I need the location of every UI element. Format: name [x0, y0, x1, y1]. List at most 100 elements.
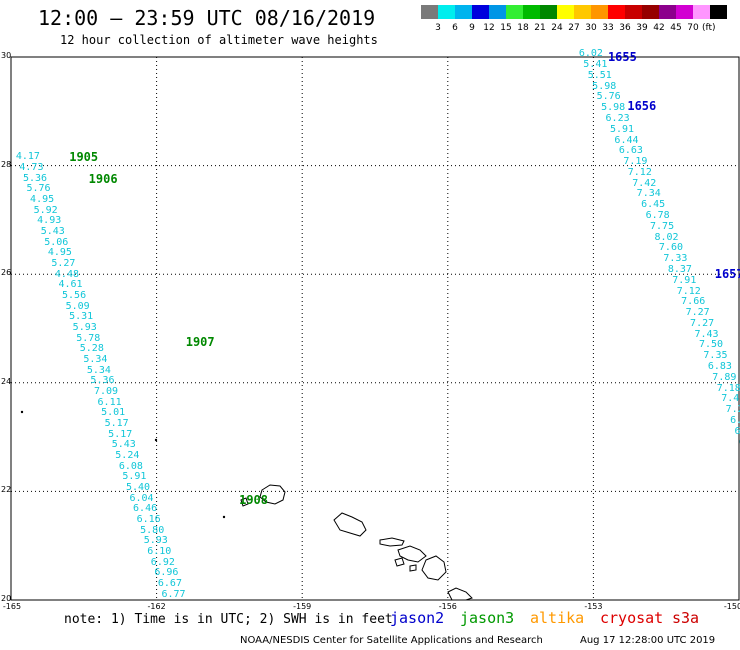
wave-height-value: 7.43 [694, 328, 719, 340]
wave-height-value: 4.48 [54, 268, 79, 280]
longitude-label: -153 [584, 602, 603, 611]
legend-label: 21 [534, 23, 546, 33]
wave-height-value: 6.73 [730, 414, 740, 426]
legend-label: 70 [687, 23, 699, 33]
latitude-label: 22 [1, 485, 12, 495]
wave-height-value: 5.51 [587, 69, 612, 81]
legend-label: 24 [551, 23, 563, 33]
legend-label: 45 [670, 23, 682, 33]
legend-label: 12 [483, 23, 495, 33]
wave-height-value: 5.17 [108, 428, 133, 440]
wave-height-value: 4.17 [15, 151, 40, 163]
pass-time-label: 1905 [69, 150, 99, 165]
wave-height-value: 7.91 [672, 274, 697, 286]
wave-height-value: 5.36 [90, 375, 115, 387]
legend-label: 6 [452, 23, 458, 33]
satellite-name-s3a: s3a [672, 609, 700, 627]
wave-height-value: 4.61 [58, 279, 83, 291]
wave-height-value: 6.78 [645, 210, 670, 222]
wave-height-value: 7.34 [636, 188, 661, 200]
wave-height-value: 5.93 [143, 535, 168, 547]
island-maui [397, 545, 427, 563]
legend-swatch [472, 5, 489, 19]
legend-swatch [625, 5, 642, 19]
pass-time-label: 1655 [607, 50, 637, 64]
wave-height-value: 7.66 [681, 296, 706, 308]
legend-swatch [557, 5, 574, 19]
wave-height-value: 5.41 [583, 59, 608, 71]
pass-time-label: 1657 [714, 267, 740, 282]
footnote: note: 1) Time is in UTC; 2) SWH is in fe… [64, 612, 393, 627]
wave-height-value: 5.76 [596, 91, 621, 103]
wave-height-value: 5.06 [44, 236, 69, 248]
wave-height-value: 7.33 [663, 253, 688, 265]
wave-height-value: 7.19 [623, 156, 648, 168]
map-frame [10, 56, 740, 601]
wave-height-value: 7.12 [627, 166, 652, 178]
wave-height-value: 6.63 [618, 145, 643, 157]
island-molokai [379, 537, 405, 547]
satellite-name-jason3: jason3 [460, 609, 515, 627]
legend-swatch [591, 5, 608, 19]
legend-label: 3 [435, 23, 441, 33]
legend-swatch [608, 5, 625, 19]
latitude-label: 28 [1, 159, 12, 169]
wave-height-value: 5.43 [111, 439, 136, 451]
wave-height-value: 8.02 [654, 231, 679, 243]
wave-height-value: 6.45 [641, 199, 666, 211]
wave-height-value: 5.17 [104, 417, 129, 429]
satellite-name-jason2: jason2 [390, 609, 445, 627]
wave-height-value: 5.34 [86, 364, 111, 376]
wave-height-value: 7.35 [703, 350, 728, 362]
wave-height-value: 5.91 [122, 471, 147, 483]
wave-height-value: 5.92 [33, 204, 58, 216]
wave-height-value: 6.77 [161, 588, 186, 600]
wave-height-value: 6.86 [734, 425, 740, 437]
islet-dot [222, 515, 226, 519]
wave-height-value: 8.37 [667, 263, 692, 275]
wave-height-value: 6.83 [707, 361, 732, 373]
wave-height-value: 4.93 [37, 215, 62, 227]
wave-height-value: 4.73 [19, 162, 44, 174]
island-kahoolawe [409, 564, 417, 572]
wave-height-value: 6.23 [605, 112, 630, 124]
wave-height-value: 5.43 [40, 226, 65, 238]
longitude-label: -165 [2, 602, 22, 611]
wave-height-value: 5.93 [72, 322, 97, 334]
legend-swatch [676, 5, 693, 19]
legend-unit: (ft) [702, 23, 716, 33]
wave-height-value: 5.24 [115, 449, 140, 461]
latitude-label: 20 [1, 594, 12, 603]
legend-label: 15 [500, 23, 512, 33]
legend-label: 27 [568, 23, 580, 33]
wave-height-value: 6.67 [157, 577, 182, 589]
page-subtitle: 12 hour collection of altimeter wave hei… [60, 33, 378, 47]
wave-height-value: 4.95 [47, 247, 72, 259]
longitude-label: -159 [293, 602, 312, 611]
wave-height-value: 7.42 [632, 177, 657, 189]
wave-height-value: 5.28 [79, 343, 104, 355]
page-title: 12:00 – 23:59 UTC 08/16/2019 [38, 6, 376, 30]
wave-height-value: 7.12 [676, 285, 701, 297]
wave-height-value: 6.11 [97, 396, 122, 408]
wave-height-value: 5.98 [601, 102, 626, 114]
longitude-label: -162 [147, 602, 166, 611]
latitude-label: 24 [1, 376, 12, 386]
satellite-name-altika: altika [530, 609, 585, 627]
legend-swatch [710, 5, 727, 19]
islet-dot [20, 410, 24, 414]
legend-label: 30 [585, 23, 597, 33]
latitude-label: 30 [1, 51, 12, 60]
wave-height-value: 7.60 [658, 242, 683, 254]
wave-height-value: 5.76 [26, 183, 51, 195]
wave-height-value: 5.40 [125, 481, 151, 493]
wave-height-value: 5.56 [62, 290, 87, 302]
coast-fragment [447, 587, 473, 601]
legend-swatch [506, 5, 523, 19]
latitude-label: 26 [1, 268, 12, 278]
wave-height-value: 5.78 [76, 332, 101, 344]
legend-swatch [540, 5, 557, 19]
wave-height-value: 6.92 [150, 556, 175, 568]
legend-swatch [693, 5, 710, 19]
wave-height-value: 4.95 [30, 194, 55, 206]
